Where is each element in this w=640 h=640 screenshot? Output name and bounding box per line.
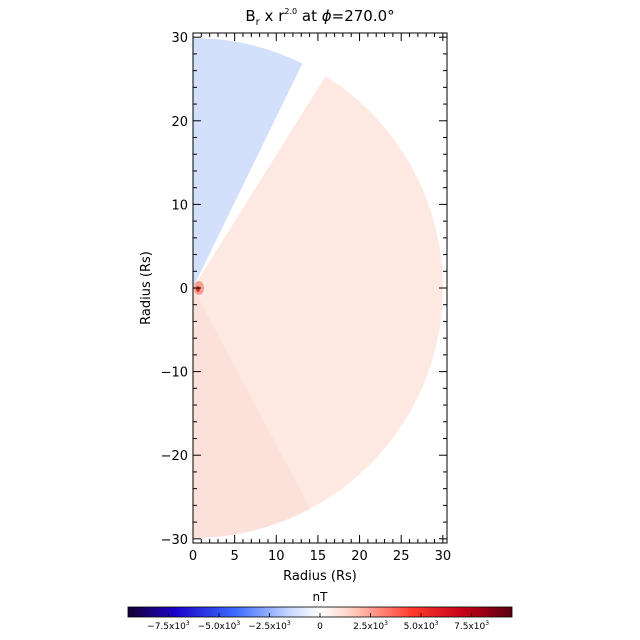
x-axis-label: Radius (Rs) xyxy=(283,569,357,584)
colorbar-tick-label: −5.0x103 xyxy=(198,620,241,632)
inner-core xyxy=(196,286,200,292)
colorbar-tick-label: −7.5x103 xyxy=(147,620,190,632)
y-tick-label: −30 xyxy=(161,533,188,548)
title-value: =270.0° xyxy=(332,7,395,25)
colorbar-tick-label: 5.0x103 xyxy=(404,620,439,632)
chart-title: Br x r2.0 at ϕ=270.0° xyxy=(245,7,394,28)
transition-region xyxy=(193,63,326,288)
y-tick-label: 30 xyxy=(171,31,188,46)
title-symbol: ϕ xyxy=(322,7,332,25)
heatmap-field xyxy=(193,38,443,538)
x-axis: 0 5 10 15 20 25 30 xyxy=(189,33,451,564)
title-superscript: 2.0 xyxy=(284,7,297,16)
x-tick-label: 15 xyxy=(310,549,327,564)
y-tick-label: 20 xyxy=(171,115,188,130)
x-tick-label: 0 xyxy=(189,549,197,564)
y-tick-label: 10 xyxy=(171,198,188,213)
y-tick-label: −20 xyxy=(161,449,188,464)
negative-region xyxy=(193,38,303,288)
y-axis-label: Radius (Rs) xyxy=(139,251,154,325)
y-axis: −30 −20 −10 0 10 20 30 xyxy=(161,31,447,548)
x-tick-label: 30 xyxy=(435,549,452,564)
x-tick-label: 5 xyxy=(230,549,238,564)
x-tick-label: 10 xyxy=(268,549,285,564)
colorbar-ticks: −7.5x103 −5.0x103 −2.5x103 0 2.5x103 5.0x103 7… xyxy=(147,613,489,632)
colorbar-tick-label: 2.5x103 xyxy=(353,620,388,632)
colorbar-tick-label: 0 xyxy=(317,622,323,632)
title-operator: x r xyxy=(260,7,285,25)
title-at: at xyxy=(297,7,322,25)
colorbar-label: nT xyxy=(313,590,329,604)
positive-far-region xyxy=(193,288,311,538)
colorbar-tick-label: −2.5x103 xyxy=(248,620,291,632)
title-base: B xyxy=(245,7,255,25)
x-tick-label: 20 xyxy=(351,549,368,564)
title-subscript: r xyxy=(256,17,261,28)
colorbar-tick-label: 7.5x103 xyxy=(454,620,489,632)
y-tick-label: 0 xyxy=(180,282,188,297)
x-tick-label: 25 xyxy=(393,549,410,564)
y-tick-label: −10 xyxy=(161,366,188,381)
